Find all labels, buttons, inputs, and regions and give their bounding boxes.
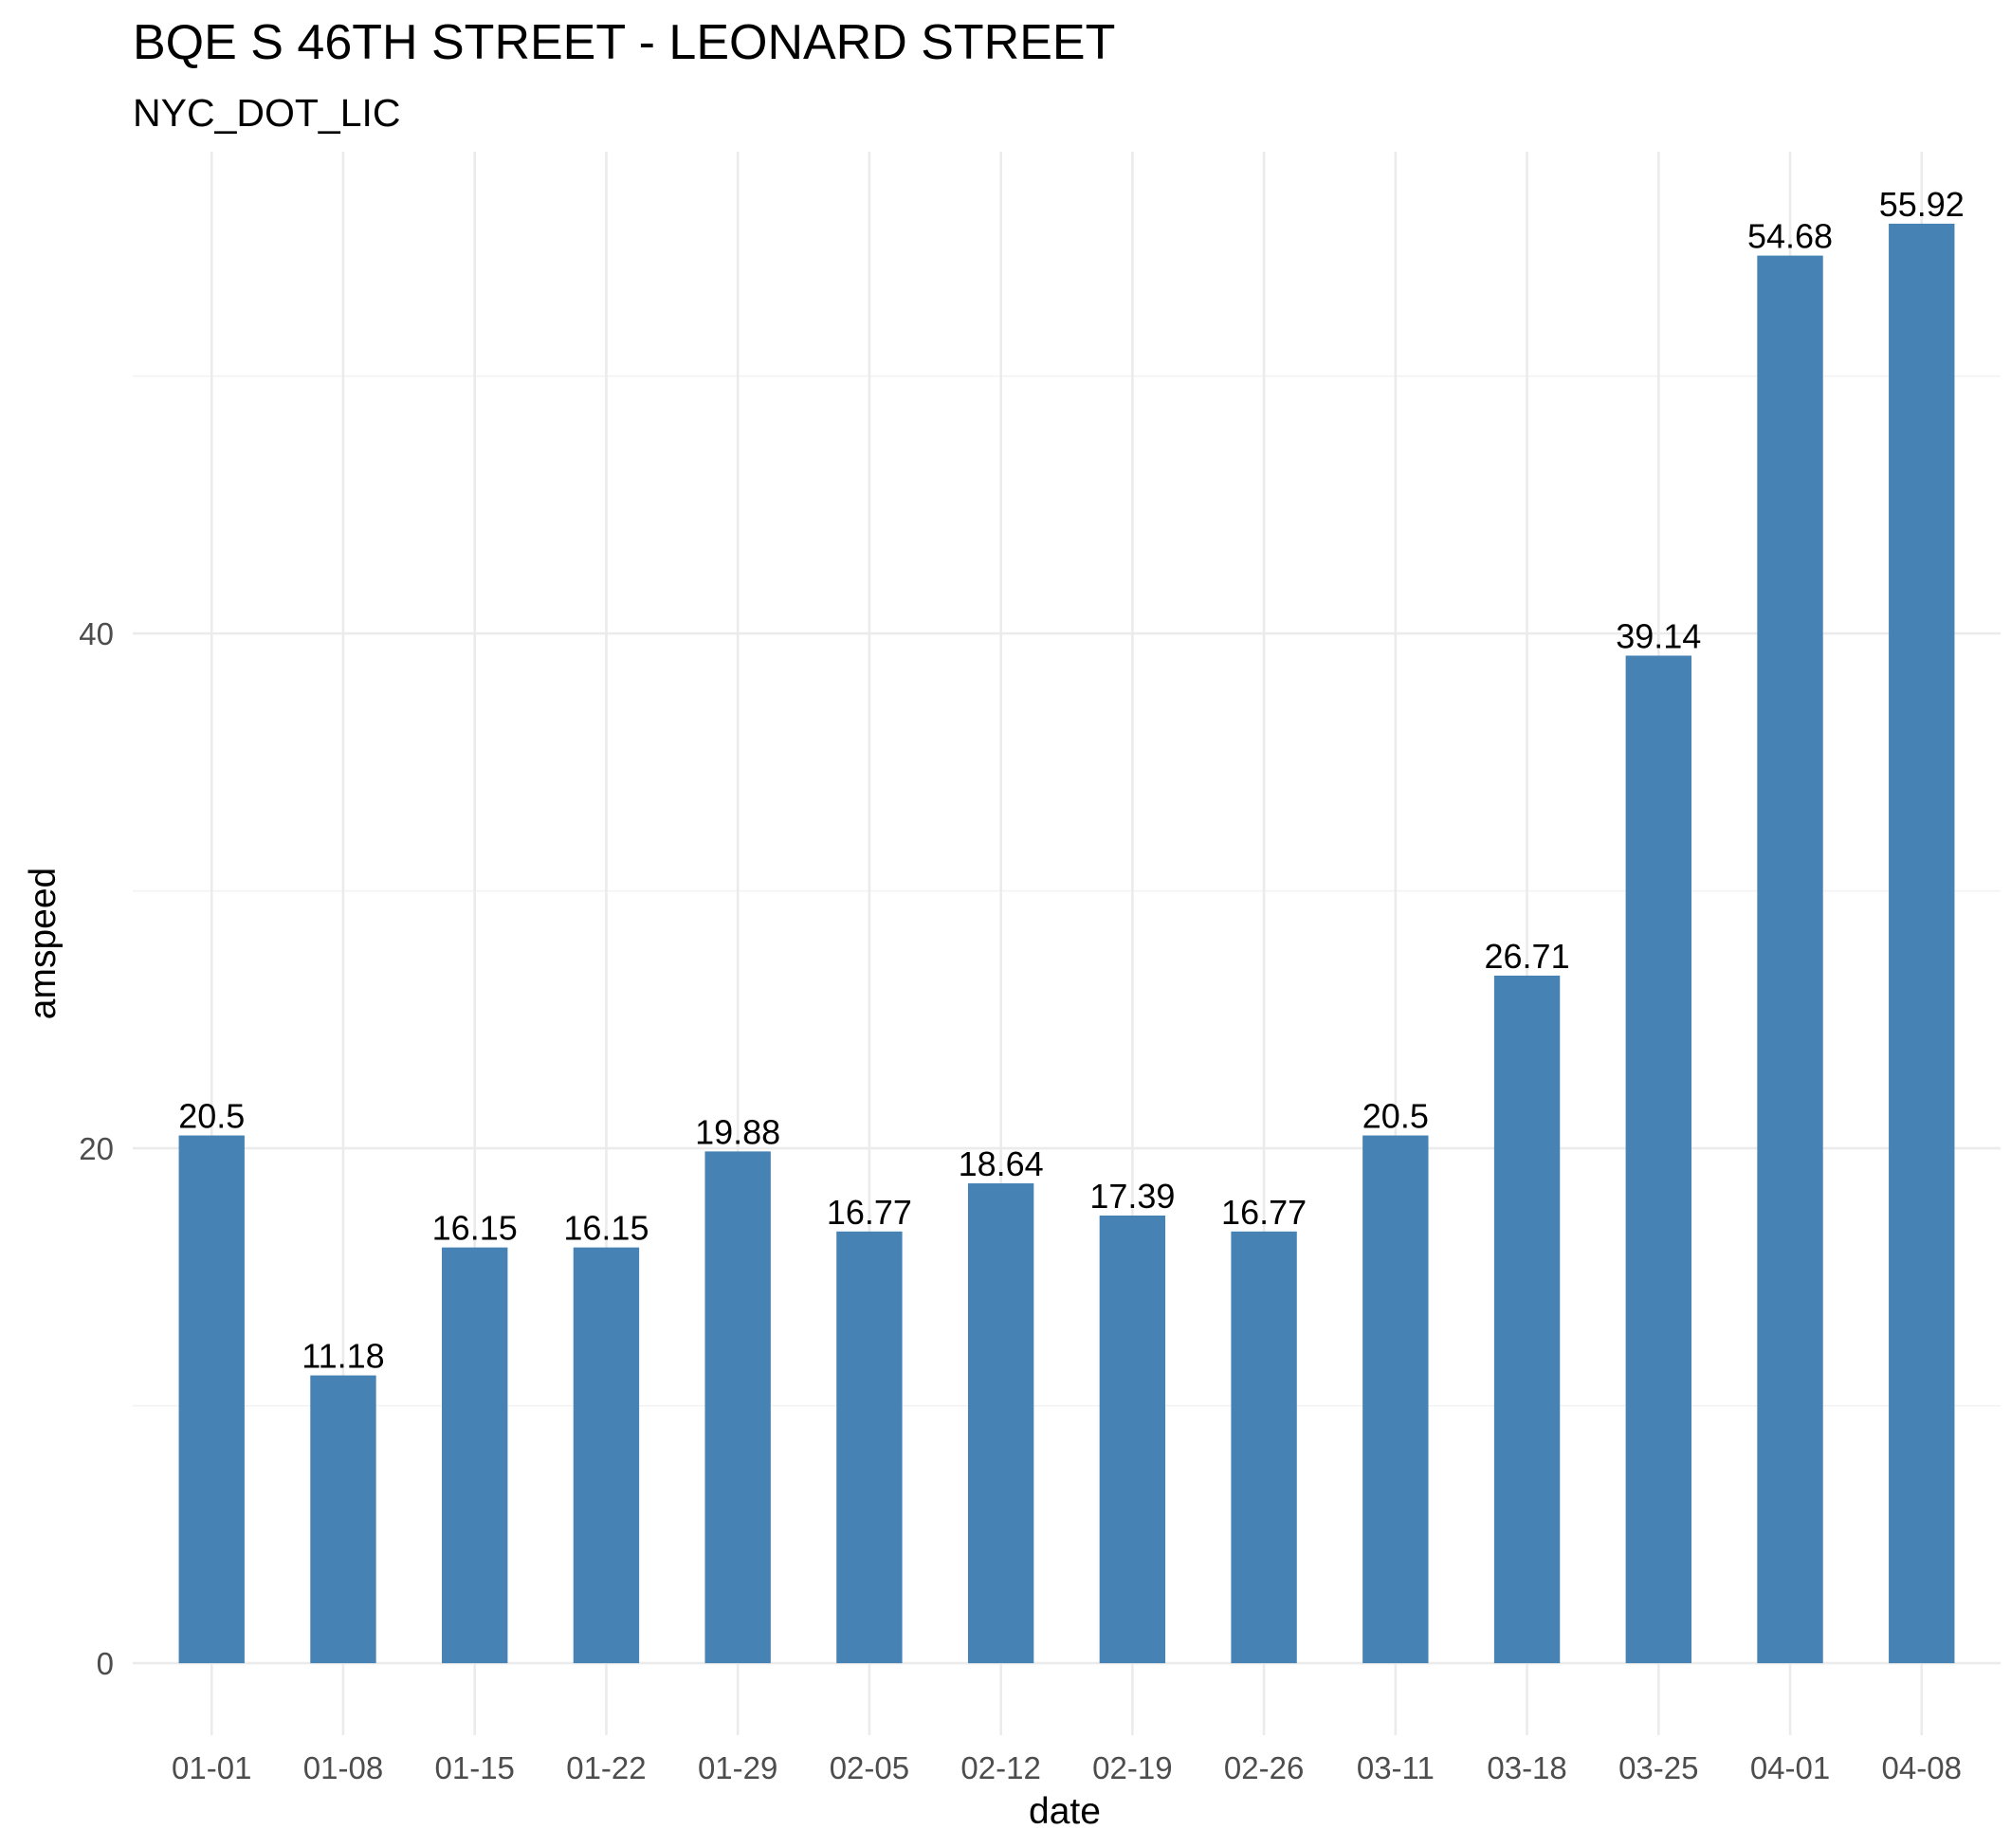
grid-lines (133, 152, 2001, 1735)
data-label: 16.77 (1221, 1193, 1307, 1232)
bar (836, 1231, 903, 1664)
data-label: 26.71 (1485, 937, 1570, 976)
data-label: 55.92 (1879, 185, 1965, 224)
bar (704, 1151, 771, 1664)
y-tick-label: 0 (97, 1646, 114, 1681)
y-tick-label: 20 (79, 1131, 114, 1166)
bars (178, 223, 1955, 1664)
bar (1493, 975, 1561, 1664)
x-tick-label: 01-22 (566, 1750, 646, 1785)
x-axis-title: date (1029, 1791, 1101, 1832)
x-tick-label: 02-26 (1224, 1750, 1304, 1785)
data-labels: 20.5 11.18 16.15 16.15 19.88 16.77 18.64 17.39 1… (178, 185, 1965, 1376)
y-axis-ticks: 0 20 40 (79, 616, 114, 1681)
chart-title: BQE S 46TH STREET - LEONARD STREET (133, 15, 1115, 70)
bar (1231, 1231, 1297, 1664)
x-tick-label: 01-01 (172, 1750, 251, 1785)
x-tick-label: 01-08 (303, 1750, 383, 1785)
data-label: 54.68 (1747, 217, 1833, 256)
data-label: 18.64 (959, 1144, 1044, 1183)
bar (1757, 255, 1823, 1664)
x-tick-label: 02-05 (830, 1750, 909, 1785)
bar (1889, 223, 1955, 1664)
y-axis-title: amspeed (23, 868, 64, 1019)
bar (1362, 1135, 1429, 1664)
x-tick-label: 03-25 (1618, 1750, 1698, 1785)
data-label: 19.88 (695, 1112, 780, 1151)
data-label: 16.15 (563, 1209, 649, 1248)
x-tick-label: 04-08 (1882, 1750, 1962, 1785)
x-tick-label: 01-15 (435, 1750, 515, 1785)
bar (967, 1183, 1034, 1664)
bar (573, 1247, 640, 1664)
data-label: 20.5 (1362, 1097, 1429, 1136)
bar (1625, 655, 1691, 1664)
data-label: 17.39 (1089, 1177, 1175, 1216)
x-axis-ticks: 01-01 01-08 01-15 01-22 01-29 02-05 02-12 02-19… (172, 1750, 1962, 1785)
x-tick-label: 03-18 (1487, 1750, 1566, 1785)
data-label: 16.77 (827, 1193, 912, 1232)
chart-subtitle: NYC_DOT_LIC (133, 91, 401, 135)
bar (178, 1135, 245, 1664)
x-tick-label: 04-01 (1750, 1750, 1830, 1785)
x-tick-label: 03-11 (1357, 1750, 1435, 1785)
data-label: 39.14 (1616, 616, 1701, 655)
data-label: 20.5 (178, 1097, 245, 1136)
data-label: 16.15 (432, 1209, 518, 1248)
y-tick-label: 40 (79, 616, 114, 651)
x-tick-label: 01-29 (698, 1750, 777, 1785)
bar (442, 1247, 508, 1664)
x-tick-label: 02-12 (960, 1750, 1040, 1785)
bar (310, 1375, 376, 1664)
x-tick-label: 02-19 (1092, 1750, 1172, 1785)
bar (1099, 1215, 1166, 1664)
data-label: 11.18 (302, 1337, 384, 1376)
